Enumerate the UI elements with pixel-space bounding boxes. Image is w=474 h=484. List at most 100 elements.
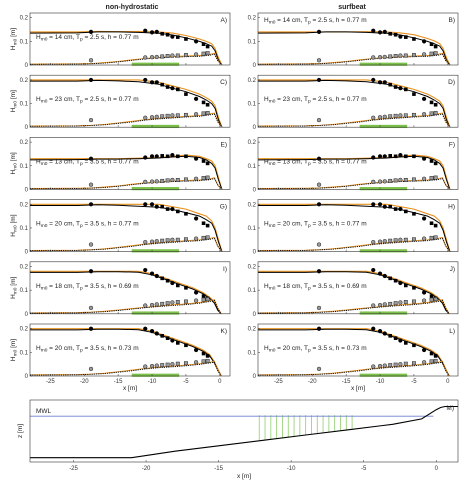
gauge-array-bar xyxy=(359,373,408,377)
obs-low-point xyxy=(433,175,438,180)
obs-high-point xyxy=(433,102,438,107)
obs-high-point xyxy=(143,155,148,160)
obs-low-point xyxy=(403,361,408,366)
obs-low-point xyxy=(421,176,427,181)
model-line-3 xyxy=(30,52,223,65)
obs-low-point xyxy=(411,237,416,242)
obs-low-point xyxy=(88,242,94,247)
column-title-surfbeat: surfbeat xyxy=(338,4,366,11)
y-tick-label: 0.1 xyxy=(248,226,257,232)
obs-low-point xyxy=(143,179,148,184)
obs-high-point xyxy=(316,202,322,207)
condition-annotation-part: m0 xyxy=(269,285,276,291)
condition-annotation-part: H xyxy=(36,283,41,290)
obs-high-point xyxy=(422,216,427,221)
y-tick-label: 0 xyxy=(253,250,257,256)
obs-low-point xyxy=(154,114,159,119)
condition-annotation-part: = 3.5 s, h = 0.69 m xyxy=(311,283,367,290)
obs-high-point xyxy=(388,82,393,87)
obs-high-point xyxy=(205,161,210,166)
obs-low-point xyxy=(183,361,188,366)
y-axis-label-part: m0 xyxy=(13,163,19,170)
obs-high-point xyxy=(422,156,427,161)
y-tick-label: 0.1 xyxy=(20,102,29,108)
x-axis-label: x [m] xyxy=(123,385,137,392)
obs-high-point xyxy=(371,326,376,331)
obs-high-point xyxy=(429,294,434,298)
obs-low-point xyxy=(160,363,165,368)
obs-low-point xyxy=(175,113,180,118)
obs-high-point xyxy=(165,32,170,37)
condition-annotation-part: T xyxy=(304,96,308,103)
obs-high-point xyxy=(160,334,165,338)
obs-high-point xyxy=(371,77,376,83)
y-axis-label-part: H xyxy=(10,45,17,50)
model-line-4 xyxy=(30,53,223,65)
obs-low-point xyxy=(382,114,387,119)
condition-annotation-part: m0 xyxy=(41,99,48,105)
condition-annotation-part: T xyxy=(76,34,80,41)
obs-low-point xyxy=(170,362,175,367)
plot-area xyxy=(258,28,451,65)
obs-low-point xyxy=(160,114,165,119)
obs-high-point xyxy=(393,154,398,159)
obs-low-point xyxy=(175,237,180,242)
obs-high-point xyxy=(377,80,383,85)
obs-high-point xyxy=(143,267,148,273)
obs-low-point xyxy=(398,300,403,305)
y-axis-label-part: [m] xyxy=(10,277,17,288)
obs-high-point xyxy=(88,156,94,161)
y-tick-label: 0 xyxy=(253,125,257,131)
model-line-3 xyxy=(258,360,450,376)
condition-annotation-part: H xyxy=(264,17,269,24)
model-line-1 xyxy=(258,203,451,252)
obs-low-point xyxy=(371,303,376,308)
condition-annotation-part: = 2.5 s, h = 0.77 m xyxy=(311,96,367,103)
gauge-array-bar xyxy=(131,249,180,253)
model-line-4 xyxy=(258,53,451,65)
obs-low-point xyxy=(421,236,427,241)
obs-high-point xyxy=(154,29,159,35)
obs-high-point xyxy=(154,80,159,85)
bathy-x-axis-label: x [m] xyxy=(237,473,251,480)
obs-high-point xyxy=(412,92,416,96)
plot-area xyxy=(258,153,451,190)
x-tick-label: 0 xyxy=(446,379,450,385)
condition-annotation-part: = 13 cm, xyxy=(275,158,304,165)
obs-low-point xyxy=(403,300,408,304)
panel-frame xyxy=(257,261,459,315)
obs-low-point xyxy=(393,178,398,183)
obs-low-point xyxy=(411,53,416,58)
obs-high-point xyxy=(170,280,175,286)
obs-low-point xyxy=(316,366,322,372)
condition-annotation-part: = 3.5 s, h = 0.77 m xyxy=(311,221,367,228)
obs-high-point xyxy=(429,221,434,226)
obs-high-point xyxy=(184,286,188,290)
column-title-nonhydrostatic: non-hydrostatic xyxy=(106,4,159,11)
condition-annotation-part: T xyxy=(304,17,308,24)
model-line-4 xyxy=(30,177,223,190)
obs-low-point xyxy=(393,238,398,243)
obs-low-point xyxy=(377,239,383,244)
obs-high-point xyxy=(175,35,180,39)
model-line-1 xyxy=(30,79,223,128)
obs-high-point xyxy=(170,338,175,343)
obs-high-point xyxy=(88,269,94,274)
obs-high-point xyxy=(382,154,387,159)
obs-low-point xyxy=(403,113,408,118)
model-line-1 xyxy=(30,328,222,376)
obs-low-point xyxy=(377,179,383,184)
obs-low-point xyxy=(403,177,408,182)
condition-annotation-part: = 2.5 s, h = 0.77 m xyxy=(83,34,139,41)
obs-high-point xyxy=(377,30,383,35)
obs-high-point xyxy=(160,32,165,36)
y-axis-label-part: [m] xyxy=(10,214,17,225)
condition-annotation-part: = 2.5 s, h = 0.77 m xyxy=(83,96,139,103)
obs-high-point xyxy=(393,207,398,211)
obs-high-point xyxy=(143,77,148,83)
condition-annotation-part: m0 xyxy=(269,99,276,105)
x-tick-label: 0 xyxy=(218,379,222,385)
model-line-2 xyxy=(258,328,450,376)
obs-high-point xyxy=(154,273,159,279)
